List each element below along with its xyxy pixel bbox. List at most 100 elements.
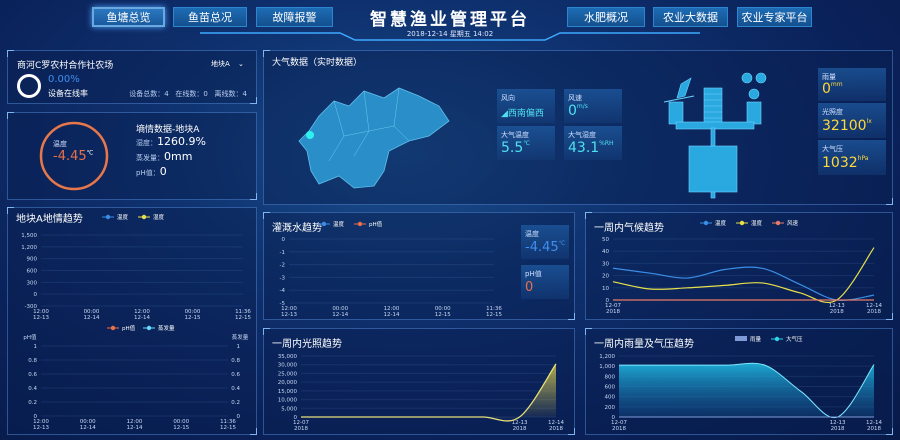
pressure-tile: 大气压 1032hPa xyxy=(818,140,886,175)
atmosphere-panel: 大气数据（实时数据） 风向 ◢西南偏西 风速 0m/s 大气温度 5.5℃ 大气… xyxy=(263,50,893,205)
y-tick-label: 0 xyxy=(612,415,616,421)
legend-label-1: pH值 xyxy=(369,220,383,228)
y-right-tick-label: 1 xyxy=(237,344,241,350)
pressure-number: 1032 xyxy=(822,155,858,171)
evap-label: 蒸发量： xyxy=(136,154,164,162)
atmosphere-title: 大气数据（实时数据） xyxy=(272,58,363,68)
rain-pressure-title: 一周内雨量及气压趋势 xyxy=(594,339,694,350)
irrigation-temp-value: -4.45℃ xyxy=(525,240,565,255)
y-tick-label: -4 xyxy=(280,288,286,294)
x-tick-label: 12-14 xyxy=(866,303,882,309)
y-tick-label: 30 xyxy=(602,261,609,267)
y-tick-label: 1 xyxy=(34,344,38,350)
climate-title: 一周内气候趋势 xyxy=(594,223,664,234)
wind-direction-value: ◢西南偏西 xyxy=(501,106,544,119)
light-title: 一周内光照趋势 xyxy=(272,339,342,350)
series-line-1 xyxy=(612,247,875,304)
irrigation-temp-tile: 温度 -4.45℃ xyxy=(521,225,569,259)
legend-marker xyxy=(321,221,327,227)
x-tick-label: 2018 xyxy=(606,309,620,315)
irrigation-temp-number: -4.45 xyxy=(525,240,559,255)
y-right-tick-label: 0.6 xyxy=(231,372,240,378)
wind-speed-label: 风速 xyxy=(568,94,582,102)
ring-temp-value: -4.45℃ xyxy=(53,149,93,164)
y-right-tick-label: 0.2 xyxy=(231,400,240,406)
y-tick-label: 300 xyxy=(27,280,38,286)
y-tick-label: 400 xyxy=(605,395,616,401)
air-humidity-label: 大气湿度 xyxy=(568,131,596,139)
nav-fault-alarm[interactable]: 故障报警 xyxy=(256,7,333,27)
legend-marker xyxy=(141,214,147,220)
wind-direction-label: 风向 xyxy=(501,94,515,102)
legend-marker xyxy=(774,336,780,342)
y-tick-label: 0 xyxy=(606,298,610,304)
y-tick-label: 0 xyxy=(294,415,298,421)
legend-marker xyxy=(739,220,745,226)
illuminance-unit: lx xyxy=(866,118,872,125)
nav-agri-big-data[interactable]: 农业大数据 xyxy=(653,7,728,27)
chevron-down-icon: ⌄ xyxy=(238,60,244,68)
x-tick-label: 11:36 xyxy=(220,419,236,425)
wind-arrow-icon: ◢ xyxy=(501,109,508,119)
legend-label-0: 雨量 xyxy=(750,336,762,343)
climate-chart: 温度 湿度 风速5040302010012-07201812-13201812-14… xyxy=(602,219,882,315)
x-tick-label: 00:00 xyxy=(332,306,348,312)
rainfall-unit: mm xyxy=(830,81,843,88)
y-tick-label: 0.4 xyxy=(28,386,37,392)
pressure-label: 大气压 xyxy=(822,145,843,153)
air-temp-unit: ℃ xyxy=(523,140,531,147)
x-tick-label: 12-14 xyxy=(332,312,348,318)
x-tick-label: 2018 xyxy=(867,309,881,315)
irrigation-ph-label: pH值 xyxy=(525,270,542,278)
humidity-value: 1260.9% xyxy=(157,135,206,148)
nav-water-fertilizer[interactable]: 水肥概况 xyxy=(567,7,645,27)
rainfall-tile: 雨量 0mm xyxy=(818,68,886,101)
weather-station-icon xyxy=(663,72,767,199)
air-temp-number: 5.5 xyxy=(501,140,524,156)
y-tick-label: -2 xyxy=(280,263,285,269)
x-tick-label: 12-15 xyxy=(220,425,236,431)
x-tick-label: 12:00 xyxy=(134,309,150,315)
x-tick-label: 00:00 xyxy=(80,419,96,425)
x-tick-label: 12-14 xyxy=(384,312,400,318)
region-map xyxy=(298,87,450,189)
x-tick-label: 2018 xyxy=(294,426,308,432)
air-temp-tile: 大气温度 5.5℃ xyxy=(497,126,555,160)
illuminance-label: 光照度 xyxy=(822,108,843,116)
location-marker[interactable] xyxy=(306,131,314,139)
farm-status-panel: 商河C罗农村合作社农场 地块A ⌄ 0.00% 设备在线率 设备总数：4 在线数… xyxy=(7,50,257,104)
nav-fry-overview[interactable]: 鱼苗总况 xyxy=(173,7,247,27)
plot-select[interactable]: 地块A ⌄ xyxy=(211,59,244,69)
wind-speed-value: 0m/s xyxy=(568,103,588,119)
legend-swatch xyxy=(735,336,747,341)
page-title: 智慧渔业管理平台 xyxy=(370,10,530,30)
online-rate-value: 0.00% xyxy=(48,74,80,85)
nav-agri-expert-platform[interactable]: 农业专家平台 xyxy=(737,7,812,27)
nav-fish-pond-overview[interactable]: 鱼塘总览 xyxy=(92,7,165,27)
x-tick-label: 12-13 xyxy=(33,315,49,321)
x-tick-label: 12-14 xyxy=(134,315,150,321)
temp-number: -4.45 xyxy=(53,149,87,164)
pressure-area xyxy=(619,363,874,418)
x-tick-label: 12-14 xyxy=(127,425,143,431)
y-tick-label: 600 xyxy=(27,269,38,275)
header-frame-lines xyxy=(200,32,700,41)
x-tick-label: 00:00 xyxy=(435,306,451,312)
y-tick-label: 20 xyxy=(602,274,609,280)
x-tick-label: 12:00 xyxy=(33,309,49,315)
air-humidity-value: 43.1%RH xyxy=(568,140,614,156)
wind-direction-tile: 风向 ◢西南偏西 xyxy=(497,89,555,123)
x-tick-label: 12-15 xyxy=(173,425,189,431)
irrigation-chart: 温度 pH值0-1-2-3-4-512:0012-1300:0012-1412:0… xyxy=(280,220,503,318)
irrigation-ph-tile: pH值 0 xyxy=(521,265,569,299)
soil-data-panel: 温度 -4.45℃ 墒情数据-地块A 湿度：1260.9% 蒸发量：0mm pH… xyxy=(7,112,257,200)
y-tick-label: 0 xyxy=(34,414,38,420)
humidity-label: 湿度： xyxy=(136,139,157,147)
x-tick-label: 2018 xyxy=(830,309,844,315)
series-line-0 xyxy=(612,266,875,301)
x-tick-label: 12-13 xyxy=(829,303,845,309)
x-tick-label: 12-13 xyxy=(830,420,846,426)
x-tick-label: 12-13 xyxy=(33,425,49,431)
y-tick-label: 600 xyxy=(605,385,616,391)
legend-label-0: 温度 xyxy=(333,220,345,228)
